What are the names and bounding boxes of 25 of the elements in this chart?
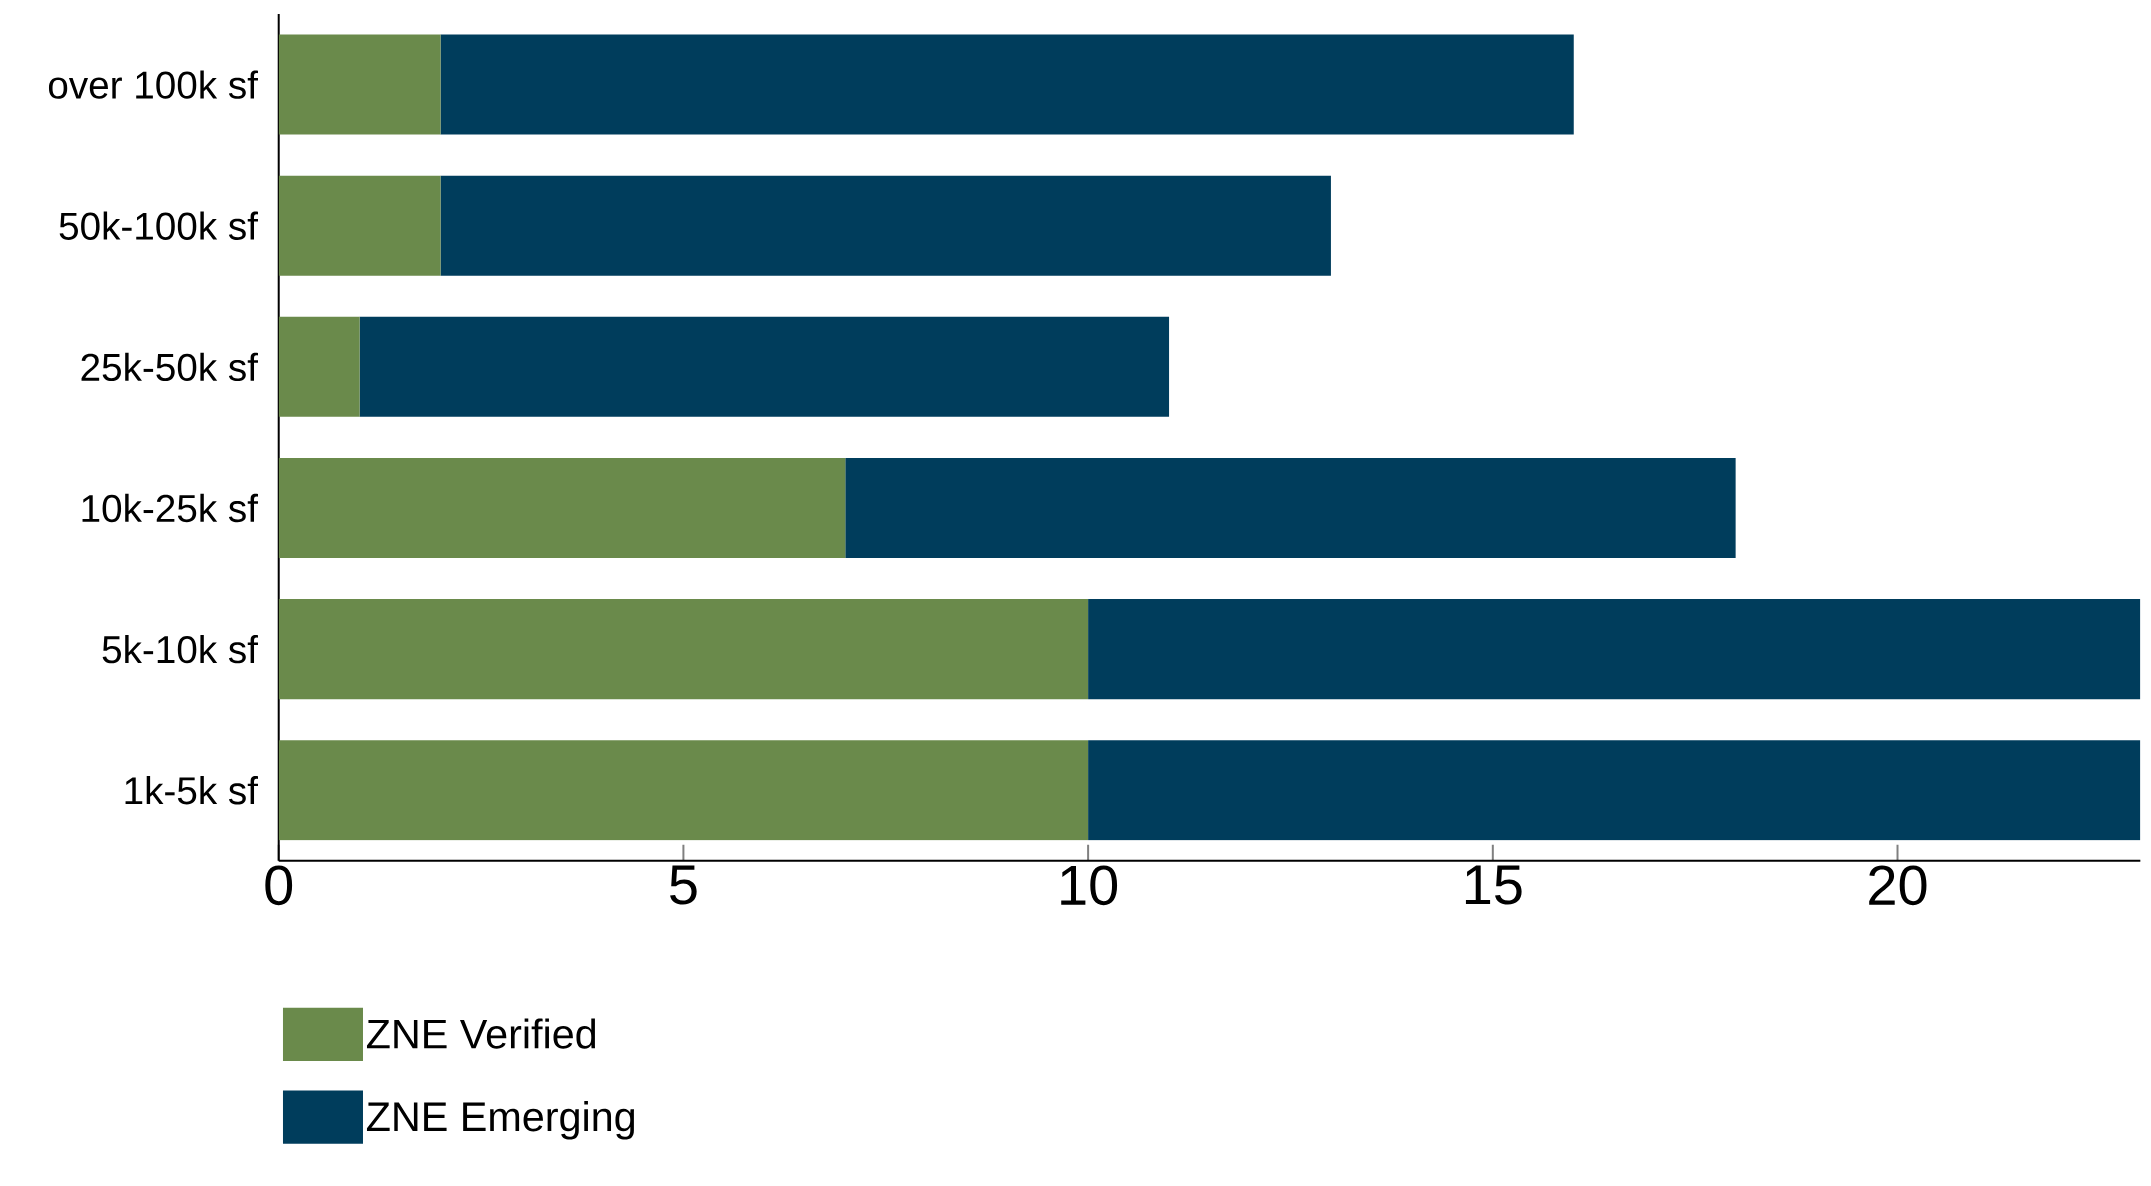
x-tick-label: 10 — [1061, 865, 1118, 906]
y-tick-label: 25k-50k sf — [81, 352, 258, 381]
bar — [278, 175, 441, 276]
bar — [278, 457, 846, 558]
bar — [1088, 599, 2141, 700]
x-tick-label: 20 — [1869, 865, 1927, 906]
bar — [440, 175, 1331, 276]
bar — [278, 599, 1089, 700]
x-tick-label: 5 — [670, 865, 697, 905]
bar — [359, 316, 1170, 417]
legend-label: ZNE Verified — [366, 1018, 596, 1049]
y-tick-label: 10k-25k sf — [82, 493, 258, 523]
bar — [440, 34, 1574, 135]
legend-label: ZNE Emerging — [366, 1100, 635, 1140]
bar — [845, 457, 1736, 558]
y-tick-label: 50k-100k sf — [59, 211, 258, 240]
bar — [278, 34, 441, 135]
bar — [278, 316, 360, 417]
bar — [278, 740, 1089, 841]
y-tick-label: 5k-10k sf — [102, 634, 258, 664]
y-tick-label: over 100k sf — [48, 70, 258, 99]
x-tick-label: 0 — [265, 865, 293, 906]
y-tick-label: 1k-5k sf — [125, 775, 258, 805]
bar — [1088, 740, 2141, 841]
x-tick-label: 15 — [1465, 865, 1522, 905]
